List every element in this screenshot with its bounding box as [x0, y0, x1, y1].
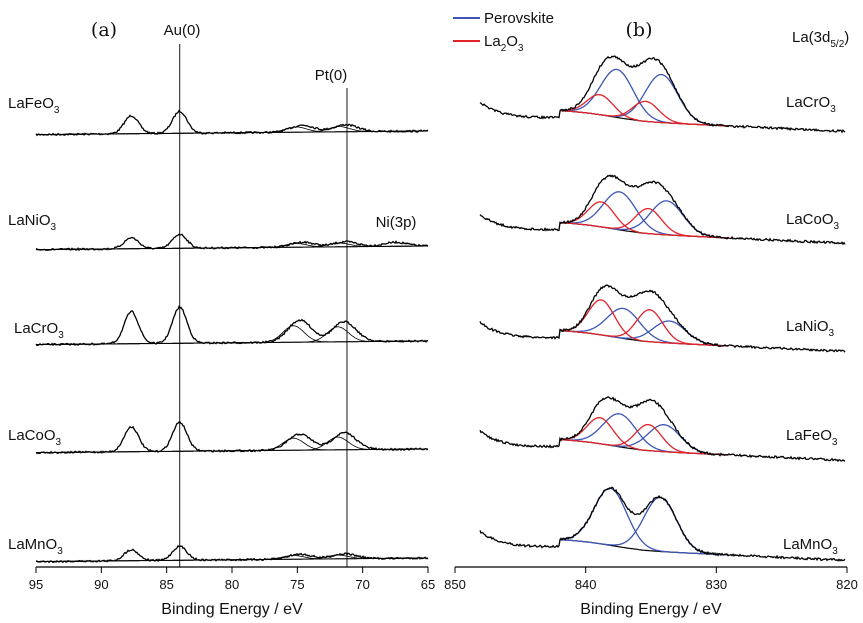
legend: Perovskite La2O3: [453, 10, 554, 54]
series-label: LaCrO3: [14, 320, 64, 341]
x-tick-label: 95: [29, 577, 43, 592]
panel-b-title: La(3d5/2): [792, 29, 849, 50]
series-label: LaNiO3: [786, 318, 835, 339]
spectrum-line: [479, 284, 846, 353]
series-label: LaFeO3: [786, 427, 838, 448]
x-tick-label: 830: [705, 577, 727, 592]
perovskite-component: [559, 73, 729, 127]
reference-label-pt: Pt(0): [315, 67, 348, 84]
series-label: LaCoO3: [8, 427, 62, 448]
panel-b-x-ticks: 850 840 830 820: [444, 567, 858, 592]
x-tick-label: 840: [575, 577, 597, 592]
series-label: LaMnO3: [783, 536, 838, 557]
perovskite-component: [559, 191, 729, 239]
panel-b-label: (b): [626, 19, 653, 41]
spectrum-line: [35, 233, 429, 252]
series-label: LaNiO3: [8, 212, 57, 233]
spectrum-line: [35, 421, 429, 455]
legend-label-perovskite: Perovskite: [484, 10, 554, 27]
spectrum-line: [479, 174, 846, 246]
perovskite-component: [559, 68, 729, 127]
reference-label-au: Au(0): [164, 22, 201, 39]
perovskite-component: [559, 413, 729, 456]
spectrum-line: [479, 396, 846, 463]
panel-a-x-ticks: 95 90 85 80 75 70 65: [29, 567, 435, 592]
panel-b-series-labels: LaCrO3 LaCoO3 LaNiO3 LaFeO3 LaMnO3: [783, 94, 840, 557]
la2o3-component: [559, 100, 729, 127]
spectrum-line: [35, 109, 429, 137]
x-tick-label: 65: [421, 577, 435, 592]
x-tick-label: 80: [225, 577, 239, 592]
series-label: LaFeO3: [8, 95, 60, 116]
x-tick-label: 820: [836, 577, 858, 592]
panel-a-reference-lines: [179, 44, 348, 567]
x-tick-label: 850: [444, 577, 466, 592]
panel-b-xlabel: Binding Energy / eV: [580, 601, 722, 618]
la2o3-component: [559, 417, 729, 456]
spectrum-line: [479, 55, 846, 134]
panel-a-curves: [35, 109, 429, 564]
perovskite-component: [559, 200, 729, 239]
panel-a-label: (a): [91, 19, 117, 41]
la2o3-component: [559, 309, 729, 347]
legend-label-la2o3: La2O3: [484, 33, 524, 54]
panel-a-series-labels: LaFeO3 LaNiO3 LaCrO3 LaCoO3 LaMnO3: [8, 95, 64, 557]
panel-b-curves: [479, 55, 846, 562]
fit-component: [36, 436, 428, 453]
perovskite-component: [559, 487, 729, 556]
la2o3-component: [559, 423, 729, 456]
annotation-ni3p: Ni(3p): [376, 214, 417, 231]
panel-a: 95 90 85 80 75 70 65 Binding Energy / eV (a) A…: [8, 19, 435, 618]
spectrum-line: [479, 486, 846, 562]
x-tick-label: 85: [159, 577, 173, 592]
spectrum-line: [35, 305, 429, 347]
x-tick-label: 75: [290, 577, 304, 592]
series-label: LaMnO3: [8, 536, 63, 557]
series-label: LaCrO3: [786, 94, 836, 115]
la2o3-component: [559, 299, 729, 347]
x-tick-label: 90: [94, 577, 108, 592]
panel-b: 850 840 830 820 Binding Energy / eV (b) La(…: [444, 10, 858, 618]
x-tick-label: 70: [355, 577, 369, 592]
panel-a-xlabel: Binding Energy / eV: [161, 601, 303, 618]
la2o3-component: [559, 93, 729, 127]
la2o3-component: [559, 207, 729, 239]
spectrum-line: [35, 544, 429, 564]
series-label: LaCoO3: [786, 211, 840, 232]
